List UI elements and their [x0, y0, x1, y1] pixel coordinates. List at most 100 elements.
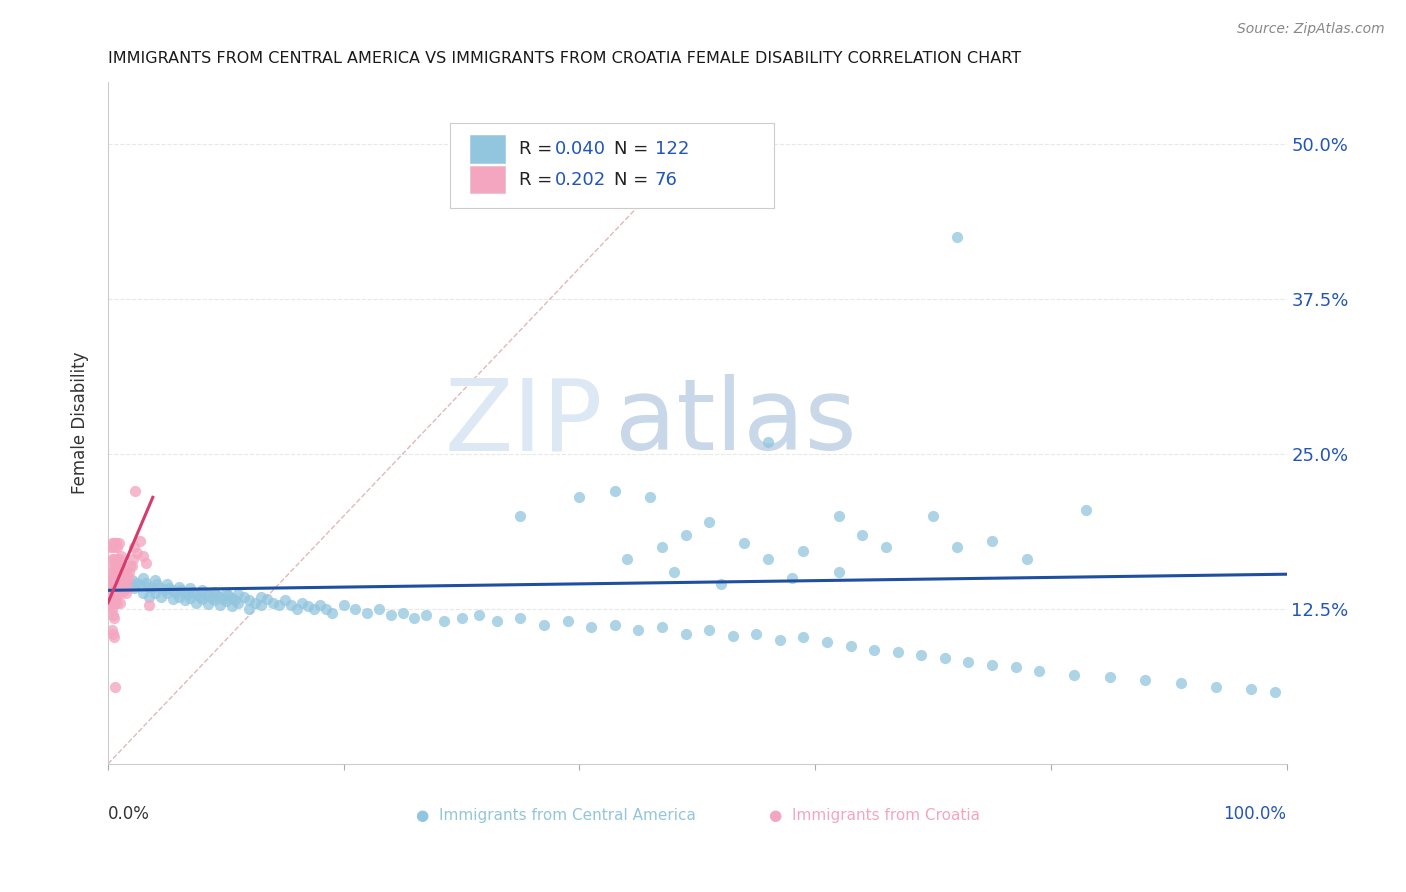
- Point: [181, 584, 204, 599]
- Point: [150, 590, 173, 604]
- Point: [100, 536, 122, 550]
- Point: [108, 583, 131, 598]
- Point: [226, 587, 249, 601]
- Point: [100, 577, 122, 591]
- Point: [197, 597, 219, 611]
- Point: [118, 577, 141, 591]
- Point: [922, 508, 945, 523]
- Point: [208, 590, 231, 604]
- Text: Source: ZipAtlas.com: Source: ZipAtlas.com: [1237, 22, 1385, 37]
- Point: [262, 596, 284, 610]
- Point: [111, 580, 134, 594]
- Text: ZIP: ZIP: [444, 375, 603, 472]
- Point: [756, 552, 779, 566]
- Point: [103, 574, 125, 588]
- Point: [391, 606, 413, 620]
- Point: [875, 540, 897, 554]
- Point: [135, 575, 157, 590]
- Text: N =: N =: [613, 140, 654, 158]
- Point: [143, 574, 166, 588]
- Point: [121, 574, 143, 588]
- Point: [321, 606, 343, 620]
- Point: [111, 581, 134, 595]
- Point: [285, 602, 308, 616]
- Point: [101, 571, 124, 585]
- Point: [828, 565, 851, 579]
- Point: [638, 491, 661, 505]
- Point: [156, 577, 179, 591]
- Point: [368, 602, 391, 616]
- Point: [118, 565, 141, 579]
- Point: [910, 648, 932, 662]
- Point: [710, 577, 733, 591]
- Point: [101, 596, 124, 610]
- Point: [792, 631, 814, 645]
- Point: [156, 586, 179, 600]
- Point: [104, 558, 127, 573]
- Point: [101, 626, 124, 640]
- Point: [122, 581, 145, 595]
- Point: [221, 591, 243, 605]
- Point: [173, 593, 195, 607]
- Point: [205, 587, 228, 601]
- Point: [274, 593, 297, 607]
- Point: [245, 596, 267, 610]
- Point: [733, 536, 755, 550]
- Point: [851, 527, 873, 541]
- Point: [780, 571, 803, 585]
- Point: [107, 596, 129, 610]
- Point: [256, 592, 278, 607]
- Point: [117, 571, 139, 585]
- Point: [651, 620, 673, 634]
- Text: 0.0%: 0.0%: [108, 805, 150, 822]
- Point: [756, 434, 779, 449]
- Point: [105, 536, 128, 550]
- Point: [132, 571, 155, 585]
- Point: [332, 598, 354, 612]
- Point: [107, 558, 129, 573]
- Point: [315, 602, 337, 616]
- Point: [675, 626, 697, 640]
- Point: [132, 549, 155, 563]
- Point: [104, 680, 127, 694]
- Point: [191, 592, 214, 607]
- Text: N =: N =: [613, 170, 654, 188]
- Point: [1098, 670, 1121, 684]
- Point: [98, 598, 121, 612]
- Text: 122: 122: [655, 140, 689, 158]
- Point: [627, 623, 650, 637]
- Text: 100.0%: 100.0%: [1223, 805, 1286, 822]
- Point: [104, 583, 127, 598]
- Point: [121, 558, 143, 573]
- Point: [162, 583, 184, 598]
- Point: [122, 540, 145, 554]
- Point: [651, 540, 673, 554]
- Point: [142, 581, 165, 595]
- Text: R =: R =: [519, 170, 558, 188]
- Point: [100, 623, 122, 637]
- Point: [104, 540, 127, 554]
- Point: [114, 583, 136, 598]
- Point: [103, 577, 125, 591]
- Point: [981, 533, 1004, 548]
- Point: [127, 546, 149, 560]
- Point: [957, 655, 980, 669]
- Point: [226, 596, 249, 610]
- Bar: [470, 166, 505, 194]
- Point: [697, 623, 720, 637]
- Point: [1264, 685, 1286, 699]
- Point: [98, 574, 121, 588]
- Point: [1017, 552, 1039, 566]
- Point: [127, 575, 149, 590]
- Point: [100, 565, 122, 579]
- Point: [215, 586, 238, 600]
- Point: [143, 586, 166, 600]
- Point: [697, 515, 720, 529]
- Point: [128, 533, 150, 548]
- Point: [173, 586, 195, 600]
- Point: [124, 484, 146, 499]
- Point: [309, 598, 332, 612]
- Point: [828, 508, 851, 523]
- Point: [603, 484, 626, 499]
- Point: [120, 558, 142, 573]
